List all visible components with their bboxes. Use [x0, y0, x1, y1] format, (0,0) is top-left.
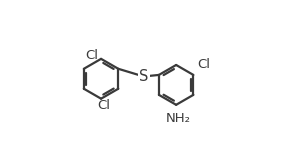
Text: S: S	[139, 69, 148, 84]
Text: Cl: Cl	[85, 49, 98, 62]
Text: Cl: Cl	[97, 99, 110, 112]
Text: NH₂: NH₂	[166, 112, 191, 125]
Text: Cl: Cl	[197, 58, 210, 71]
